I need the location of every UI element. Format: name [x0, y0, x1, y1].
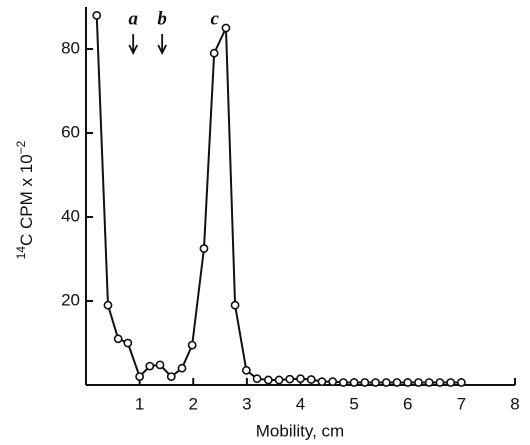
y-label-sup: 14	[14, 246, 28, 260]
data-point	[360, 378, 370, 387]
x-tick-label: 3	[242, 394, 251, 413]
annotation-arrowhead	[128, 44, 138, 56]
data-point	[252, 374, 262, 384]
data-point	[424, 378, 434, 387]
annotation: a	[128, 8, 138, 29]
data-point	[328, 377, 338, 387]
data-point	[349, 378, 359, 387]
annotation-arrowhead	[157, 44, 167, 56]
x-tick-label: 2	[189, 394, 198, 413]
data-point	[414, 378, 423, 387]
data-point	[296, 374, 305, 384]
x-tick-label: 4	[296, 394, 305, 413]
data-point	[103, 300, 113, 310]
data-point	[241, 365, 251, 375]
data-point	[209, 48, 219, 58]
data-point	[177, 363, 187, 373]
data-point	[306, 375, 316, 384]
data-point	[263, 375, 273, 385]
data-point	[145, 361, 155, 371]
data-point	[113, 334, 123, 344]
data-point	[135, 372, 145, 381]
x-tick-label: 8	[510, 394, 519, 413]
y-tick-label: 60	[61, 122, 80, 141]
data-point	[155, 360, 165, 370]
data-point	[274, 375, 284, 385]
data-point	[435, 378, 445, 387]
data-point	[166, 372, 176, 381]
annotation: b	[157, 8, 167, 29]
data-point	[285, 374, 295, 384]
data-point	[392, 378, 402, 387]
y-label-sup: −2	[14, 140, 28, 154]
data-point	[371, 378, 380, 387]
y-label-main: C CPM x 10	[17, 154, 36, 246]
data-point	[187, 340, 197, 350]
data-point	[230, 300, 240, 310]
data-point	[199, 244, 209, 253]
data-point	[338, 378, 348, 387]
y-tick-label: 80	[61, 38, 80, 57]
data-point	[446, 378, 456, 387]
data-point	[92, 10, 102, 20]
data-point	[221, 23, 231, 33]
data-line	[95, 15, 462, 384]
x-tick-label: 7	[457, 394, 466, 413]
y-tick-label: 40	[61, 206, 80, 225]
data-point	[403, 378, 413, 387]
data-point	[317, 377, 327, 387]
x-tick-label: 6	[403, 394, 412, 413]
data-point	[123, 338, 133, 348]
x-tick-label: 1	[135, 394, 144, 413]
x-tick-label: 5	[349, 394, 358, 413]
annotation: c	[210, 8, 219, 29]
y-tick-label: 20	[61, 290, 80, 309]
data-point	[381, 378, 391, 387]
data-point	[456, 378, 466, 387]
x-axis-label: Mobility, cm	[256, 421, 344, 440]
y-axis-label: 14C CPM x 10−2	[14, 140, 36, 259]
